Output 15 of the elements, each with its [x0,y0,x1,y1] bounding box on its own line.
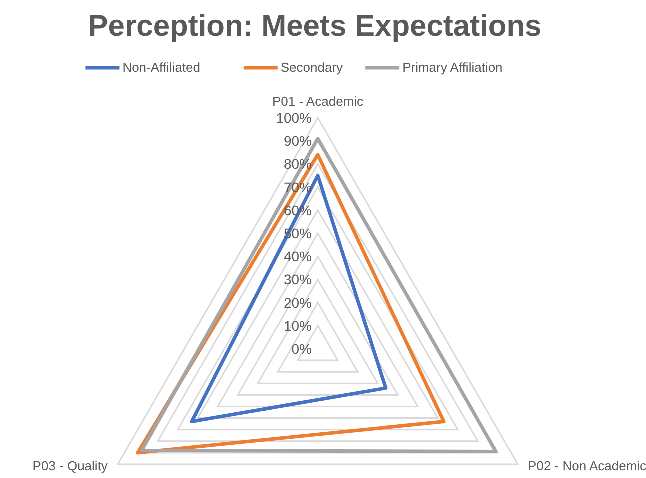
y-tick-label: 100% [276,110,312,126]
legend-label: Non-Affiliated [122,60,201,75]
spoke-label: P03 - Quality [32,458,108,474]
spoke-label: P02 - Non Academic [528,458,646,474]
spoke-label: P01 - Academic [272,94,364,109]
y-tick-label: 40% [284,248,312,265]
legend-label: Primary Affiliation [402,60,503,75]
y-tick-label: 10% [284,318,312,334]
y-tick-label: 0% [292,341,312,357]
legend-label: Secondary [280,60,344,75]
y-tick-label: 90% [284,133,312,150]
chart-title: Perception: Meets Expectations [88,10,542,43]
y-tick-label: 20% [284,294,312,311]
y-tick-label: 80% [284,156,312,172]
y-tick-label: 30% [284,272,312,288]
